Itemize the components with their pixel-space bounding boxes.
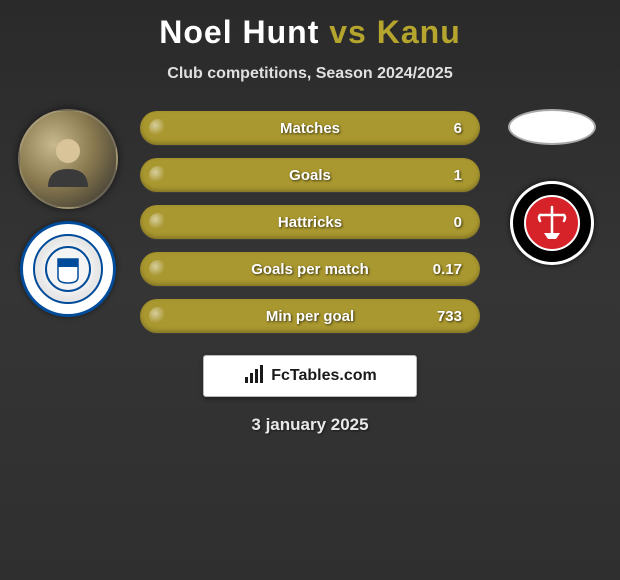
chart-icon xyxy=(243,363,265,390)
reading-crest xyxy=(33,234,103,304)
left-column xyxy=(8,109,128,317)
stat-value: 733 xyxy=(437,308,462,325)
comparison-title: Noel Hunt vs Kanu xyxy=(0,0,620,51)
stat-value: 6 xyxy=(454,120,462,137)
player1-avatar xyxy=(18,109,118,209)
stat-value: 1 xyxy=(454,167,462,184)
charlton-crest xyxy=(524,195,580,251)
player2-avatar xyxy=(508,109,596,145)
player1-name: Noel Hunt xyxy=(159,14,319,50)
stat-label: Goals per match xyxy=(251,261,369,278)
stat-label: Matches xyxy=(280,120,340,137)
stat-bar-mpg: Min per goal 733 xyxy=(140,299,480,333)
stat-label: Hattricks xyxy=(278,214,342,231)
stats-list: Matches 6 Goals 1 Hattricks 0 Goals per … xyxy=(140,111,480,333)
person-icon xyxy=(38,129,98,189)
vs-text: vs xyxy=(329,14,367,50)
stat-value: 0.17 xyxy=(433,261,462,278)
stat-bar-matches: Matches 6 xyxy=(140,111,480,145)
stat-value: 0 xyxy=(454,214,462,231)
stat-bar-goals: Goals 1 xyxy=(140,158,480,192)
stat-label: Goals xyxy=(289,167,331,184)
subtitle: Club competitions, Season 2024/2025 xyxy=(0,65,620,83)
stat-bar-hattricks: Hattricks 0 xyxy=(140,205,480,239)
stat-bar-gpm: Goals per match 0.17 xyxy=(140,252,480,286)
source-logo: FcTables.com xyxy=(203,355,417,397)
player2-club-badge xyxy=(510,181,594,265)
player1-club-badge xyxy=(20,221,116,317)
right-column xyxy=(492,109,612,265)
date-text: 3 january 2025 xyxy=(0,415,620,435)
player2-name: Kanu xyxy=(377,14,461,50)
stat-label: Min per goal xyxy=(266,308,354,325)
content-area: Matches 6 Goals 1 Hattricks 0 Goals per … xyxy=(0,111,620,435)
logo-text: FcTables.com xyxy=(271,367,377,385)
